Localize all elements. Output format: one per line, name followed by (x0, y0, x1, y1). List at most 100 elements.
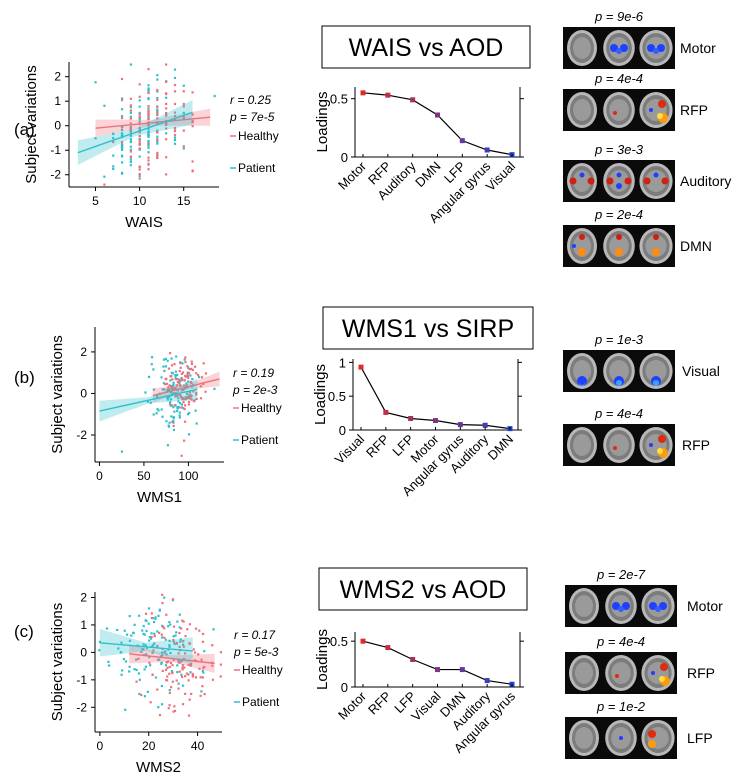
scatter-point (181, 362, 184, 365)
scatter-point (144, 612, 148, 615)
scatter-point (199, 397, 203, 400)
scatter-point (156, 153, 159, 156)
scatter-point (182, 645, 185, 648)
scatter-point (170, 364, 174, 367)
scatter-point (176, 373, 179, 377)
scatter-point (172, 424, 175, 428)
scatter-plot: 0 20 40 -2 -1 0 1 2 WMS2 Subject variations r = 0.… (49, 590, 283, 776)
brain-activation-blob (613, 111, 617, 115)
scatter-point (138, 118, 141, 121)
scatter-point (182, 84, 185, 87)
brain-network-name: Motor (680, 40, 716, 56)
scatter-point (157, 614, 160, 617)
scatter-point (180, 389, 184, 392)
scatter-point (169, 651, 172, 655)
scatter-point (147, 87, 150, 90)
brain-map-rfp: p = 4e-4 RFP (565, 634, 715, 694)
brain-activation-blob (653, 48, 659, 54)
scatter-point (123, 629, 126, 632)
scatter-point (178, 613, 181, 616)
scatter-point (120, 143, 124, 147)
scatter-point (164, 378, 168, 381)
x-tick-label: 20 (142, 739, 156, 753)
brain-activation-blob (615, 248, 623, 256)
loadings-y-tick-label: 0 (341, 150, 348, 165)
scatter-point (182, 643, 185, 646)
scatter-point (129, 130, 132, 134)
scatter-point (165, 121, 168, 125)
brain-activation-blob (659, 602, 667, 610)
scatter-point (167, 367, 171, 370)
scatter-point (149, 701, 152, 704)
legend-healthy-label: Healthy (242, 663, 283, 677)
scatter-point (184, 398, 187, 401)
scatter-point (186, 375, 190, 378)
scatter-legend: Healthy Patient (230, 129, 279, 175)
legend-patient-label: Patient (242, 695, 280, 709)
brain-slice-white-matter (609, 235, 629, 257)
scatter-point (120, 673, 123, 676)
scatter-point (138, 131, 141, 134)
correlation-p: p = 2e-3 (232, 383, 278, 397)
scatter-point (138, 147, 141, 150)
scatter-point (182, 117, 185, 120)
scatter-point (194, 627, 198, 630)
scatter-point (147, 104, 150, 108)
scatter-point (120, 116, 124, 120)
scatter-point (138, 115, 141, 118)
scatter-point (179, 638, 182, 641)
scatter-point (191, 125, 194, 128)
scatter-point (183, 439, 186, 442)
scatter-point (156, 140, 159, 143)
scatter-point (172, 428, 176, 432)
scatter-point (148, 639, 151, 642)
brain-network-name: RFP (682, 437, 710, 453)
scatter-point (150, 356, 154, 359)
scatter-point (174, 392, 177, 395)
scatter-point (173, 90, 177, 93)
scatter-point (158, 631, 161, 635)
scatter-point (202, 671, 205, 674)
brain-network-name: Motor (687, 598, 723, 614)
scatter-point (153, 642, 156, 645)
scatter-point (150, 632, 153, 635)
scatter-point (156, 96, 159, 100)
scatter-point (178, 416, 181, 419)
row-label: (a) (14, 120, 35, 139)
scatter-point (144, 619, 147, 622)
scatter-point (195, 391, 198, 394)
y-tick-label: -2 (76, 428, 87, 442)
scatter-point (119, 651, 123, 654)
scatter-point (182, 105, 185, 108)
loadings-point (358, 364, 364, 370)
brain-activation-blob (651, 671, 655, 675)
scatter-point (182, 115, 185, 118)
scatter-point (181, 664, 184, 667)
brain-activation-blob (569, 177, 577, 185)
scatter-point (162, 358, 166, 361)
scatter-point (142, 648, 145, 651)
loadings-y-tick-label: 0.5 (328, 389, 346, 404)
scatter-point (129, 164, 132, 167)
scatter-point (179, 402, 182, 405)
brain-map-rfp: p = 4e-4 RFP (563, 406, 710, 466)
scatter-point (186, 365, 189, 368)
scatter-point (153, 620, 156, 624)
scatter-point (174, 404, 177, 407)
scatter-point (178, 382, 181, 385)
scatter-point (129, 145, 132, 148)
scatter-point (171, 378, 174, 381)
scatter-point (151, 651, 154, 655)
scatter-point (201, 685, 204, 688)
brain-activation-blob (643, 177, 651, 185)
scatter-point (173, 68, 177, 71)
scatter-point (156, 135, 159, 138)
scatter-point (177, 397, 180, 400)
scatter-point (165, 661, 168, 664)
loadings-category-label: DMN (412, 159, 444, 191)
scatter-point (138, 172, 141, 176)
y-tick-label: 1 (80, 618, 87, 632)
scatter-point (193, 651, 197, 654)
scatter-point (184, 692, 187, 695)
scatter-point (190, 362, 194, 366)
